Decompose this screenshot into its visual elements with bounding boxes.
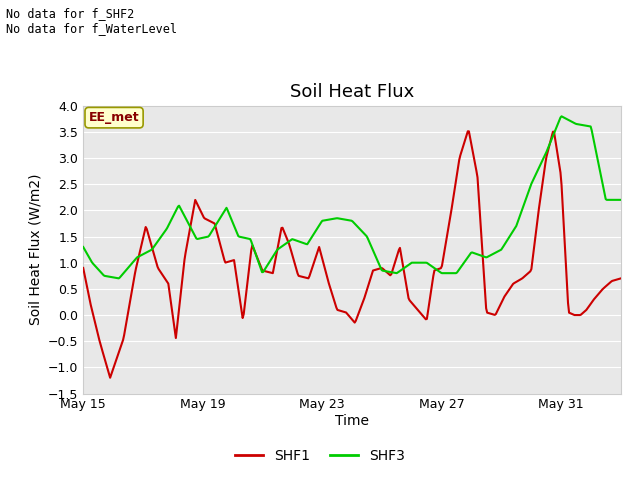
SHF3 xyxy=(606,197,614,203)
SHF1 xyxy=(339,309,347,314)
Y-axis label: Soil Heat Flux (W/m2): Soil Heat Flux (W/m2) xyxy=(28,174,42,325)
Title: Soil Heat Flux: Soil Heat Flux xyxy=(290,83,414,101)
SHF3 xyxy=(336,216,344,221)
Line: SHF1: SHF1 xyxy=(83,132,621,378)
Text: EE_met: EE_met xyxy=(89,111,140,124)
SHF3 xyxy=(521,199,529,204)
SHF1 xyxy=(617,276,625,281)
SHF1 xyxy=(371,267,379,273)
SHF3 xyxy=(401,265,408,271)
SHF3 xyxy=(79,244,87,250)
SHF3 xyxy=(115,276,123,281)
Text: No data for f_SHF2
No data for f_WaterLevel: No data for f_SHF2 No data for f_WaterLe… xyxy=(6,7,177,35)
Line: SHF3: SHF3 xyxy=(83,116,621,278)
SHF1 xyxy=(401,270,408,276)
SHF1 xyxy=(336,308,344,313)
SHF1 xyxy=(464,129,472,134)
SHF3 xyxy=(557,113,565,119)
X-axis label: Time: Time xyxy=(335,414,369,428)
SHF1 xyxy=(522,272,530,278)
SHF1 xyxy=(79,265,87,271)
SHF1 xyxy=(606,280,614,286)
SHF1 xyxy=(106,375,114,381)
SHF3 xyxy=(617,197,625,203)
Legend: SHF1, SHF3: SHF1, SHF3 xyxy=(229,443,411,468)
SHF3 xyxy=(371,252,379,258)
SHF3 xyxy=(339,216,347,222)
